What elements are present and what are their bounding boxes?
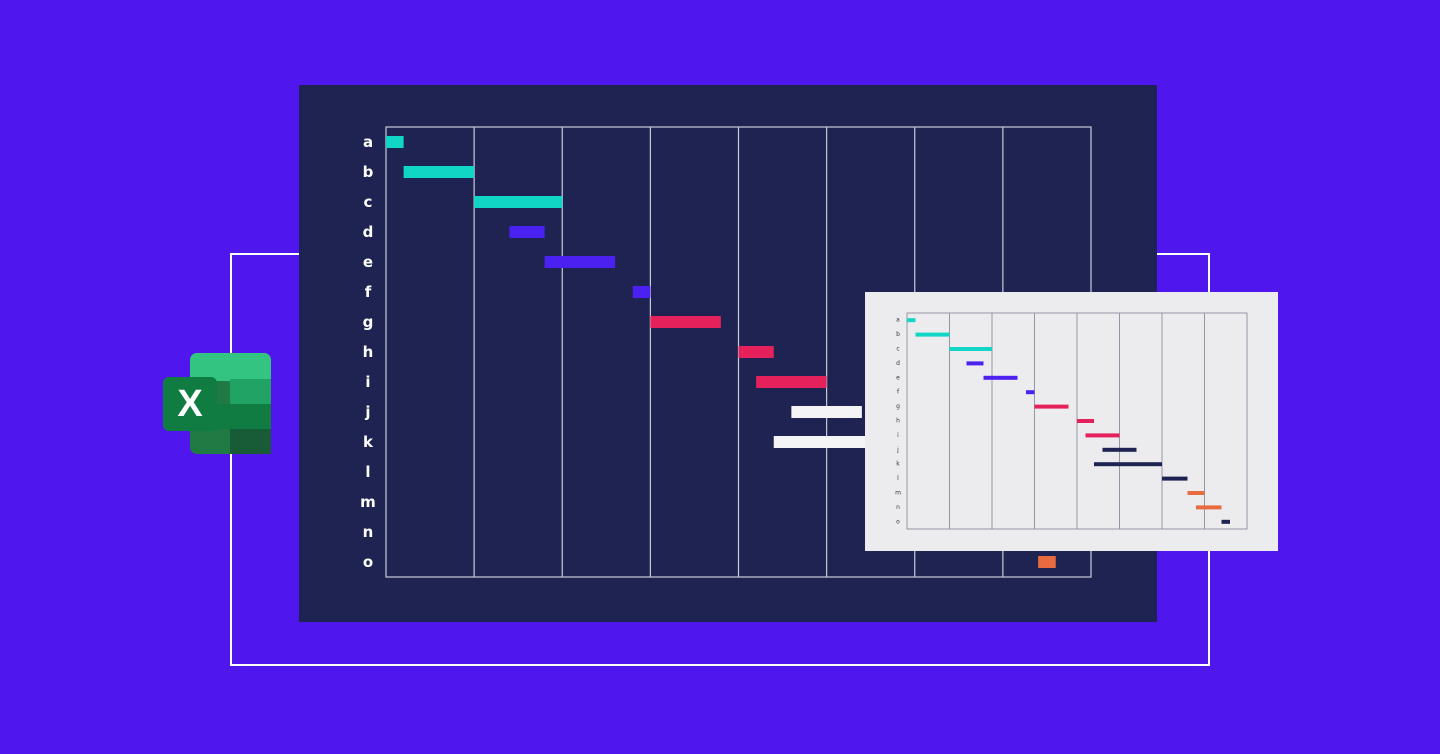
task-bar-h	[738, 346, 774, 358]
task-bar-a	[386, 136, 404, 148]
task-bar-e	[544, 256, 616, 268]
task-bar-k	[1094, 462, 1162, 467]
row-label: l	[897, 475, 899, 482]
row-label: d	[896, 360, 900, 367]
task-bar-d	[509, 226, 545, 238]
task-bar-g	[1034, 404, 1069, 409]
row-label: e	[363, 253, 373, 271]
row-label: b	[896, 331, 900, 338]
row-label: b	[363, 163, 374, 181]
row-label: o	[896, 518, 900, 525]
row-label: o	[363, 553, 373, 571]
row-label: f	[897, 389, 900, 396]
task-bar-c	[474, 196, 563, 208]
excel-logo-icon: X	[163, 352, 273, 456]
task-bar-c	[949, 347, 992, 351]
task-bar-f	[632, 286, 651, 298]
task-bar-b	[403, 166, 475, 178]
task-bar-d	[966, 361, 984, 366]
row-label: l	[365, 463, 370, 481]
row-label: c	[896, 346, 899, 353]
task-bar-a	[907, 318, 916, 323]
row-label: h	[363, 343, 374, 361]
task-bar-k	[773, 436, 880, 448]
row-label: m	[360, 493, 376, 511]
row-label: k	[896, 461, 900, 468]
task-bar-g	[650, 316, 721, 328]
row-label: c	[364, 193, 373, 211]
row-label: i	[897, 432, 899, 439]
task-bar-n	[1196, 505, 1222, 510]
row-label: n	[896, 504, 900, 511]
row-label: i	[365, 373, 370, 391]
inset-gantt-chart: ab cde fg hij kl mno	[895, 312, 1248, 530]
row-label: n	[363, 523, 374, 541]
task-bar-h	[1077, 419, 1094, 423]
row-label: e	[896, 374, 900, 381]
row-label: k	[363, 433, 374, 451]
row-label: j	[896, 446, 899, 453]
row-label: a	[896, 317, 900, 324]
excel-logo-letter: X	[177, 383, 203, 425]
task-bar-m	[1187, 491, 1205, 495]
row-label: j	[364, 403, 370, 421]
task-bar-i	[1085, 433, 1120, 438]
task-bar-j	[791, 406, 862, 418]
task-bar-i	[756, 376, 827, 388]
row-label: m	[895, 490, 901, 497]
row-label: h	[896, 418, 900, 425]
task-bar-l	[1162, 476, 1188, 481]
task-bar-f	[1026, 390, 1035, 395]
task-bar-b	[915, 332, 950, 337]
task-bar-o	[1221, 519, 1230, 524]
row-label: d	[363, 223, 374, 241]
row-label: g	[896, 403, 900, 410]
row-label: f	[365, 283, 372, 301]
row-label: a	[363, 133, 373, 151]
task-bar-j	[1102, 447, 1137, 452]
task-bar-e	[983, 375, 1018, 380]
row-label: g	[363, 313, 374, 331]
task-bar-o	[1038, 556, 1056, 568]
